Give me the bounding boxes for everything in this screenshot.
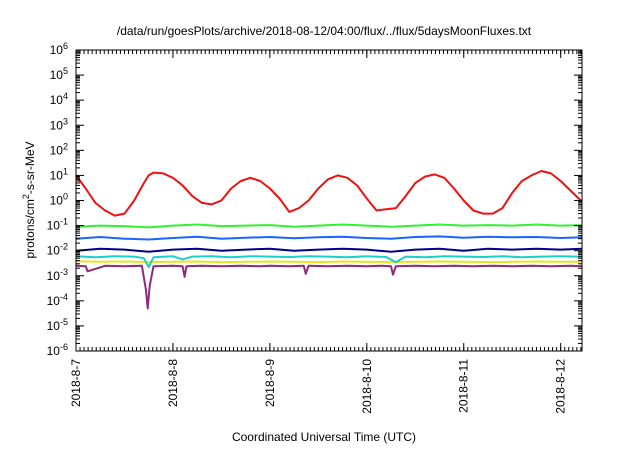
x-tick-label: 2018-8-7 [69,359,83,407]
x-tick-label: 2018-8-11 [457,359,471,413]
x-axis-label: Coordinated Universal Time (UTC) [232,430,416,444]
series-line-3 [75,247,583,253]
y-tick-label: 101 [50,166,68,182]
y-tick-label: 10-2 [47,242,68,258]
y-tick-label: 103 [50,116,68,132]
series-line-7 [75,170,583,217]
y-tick-label: 106 [50,41,68,57]
series-line-5 [75,223,583,229]
series-line-1 [75,260,582,264]
y-tick-label: 100 [50,192,68,208]
y-tick-label: 10-5 [47,317,68,333]
y-axis-label: protons/cm2-s-sr-MeV [21,141,37,258]
y-tick-label: 10-4 [47,292,68,308]
y-tick-label: 10-1 [47,217,68,233]
plot-frame [75,49,583,352]
x-tick-label: 2018-8-12 [554,359,568,414]
series-line-2 [75,255,583,269]
y-tick-label: 10-6 [47,342,68,358]
axis-layer: 10-6 10-5 10-4 10-3 10-2 10-1 100 101 102 103 104 1… [47,41,582,414]
y-tick-label: 105 [50,66,68,82]
x-tick-label: 2018-8-9 [263,359,277,407]
y-tick-label: 104 [50,91,68,107]
series-line-4 [75,235,583,241]
x-tick-label: 2018-8-10 [360,359,374,414]
series-layer [75,170,583,310]
series-line-6 [75,264,583,310]
y-tick-label: 10-3 [47,267,68,283]
chart-title: /data/run/goesPlots/archive/2018-08-12/0… [117,24,532,38]
y-axis-label-sup: 2 [21,194,31,199]
y-axis-label-tail: -s-sr-MeV [23,141,37,194]
x-tick-label: 2018-8-8 [166,359,180,407]
y-axis-label-base: protons/cm [23,199,37,258]
y-tick-label: 102 [50,141,68,157]
